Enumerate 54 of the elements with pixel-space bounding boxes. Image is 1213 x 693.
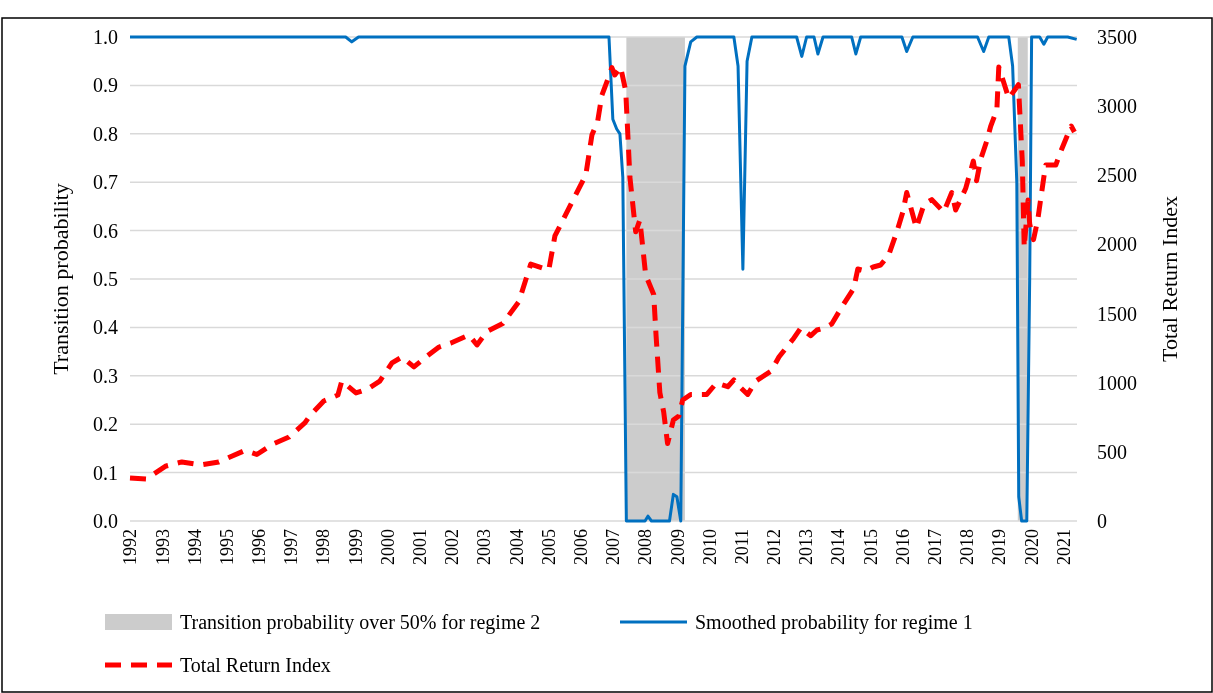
x-tick-label: 2005 [538,529,559,565]
x-tick-label: 2001 [410,529,430,565]
x-tick-label: 1992 [120,529,141,565]
y-tick-label: 0.5 [93,268,118,290]
y-tick-label: 0.0 [93,510,118,532]
x-tick-label: 2011 [731,529,752,565]
x-tick-label: 2004 [506,529,527,565]
x-tick-label: 2018 [957,529,978,565]
y2-tick-label: 3500 [1097,26,1137,48]
x-tick-label: 2013 [796,529,817,565]
legend-label: Smoothed probability for regime 1 [695,611,973,634]
x-tick-label: 2010 [699,529,720,565]
y2-tick-label: 2500 [1097,164,1137,187]
y-tick-label: 0.9 [93,74,118,97]
x-tick-label: 2012 [764,529,785,565]
y2-tick-label: 1000 [1097,371,1137,394]
x-tick-label: 1996 [249,529,270,565]
x-tick-label: 2016 [892,529,913,565]
legend-label: Total Return Index [180,654,331,676]
x-tick-label: 1993 [152,529,173,565]
y-tick-label: 0.3 [93,364,118,387]
y2-axis-title: Total Return Index [1157,196,1182,362]
x-tick-label: 2019 [989,529,1010,565]
x-tick-label: 2020 [1021,529,1042,565]
x-tick-label: 2021 [1053,529,1074,565]
x-tick-label: 1999 [345,529,366,565]
y2-tick-label: 3000 [1097,95,1137,118]
x-tick-label: 2007 [603,529,624,565]
y-tick-label: 0.4 [93,316,118,339]
y2-tick-label: 2000 [1097,233,1137,256]
x-tick-label: 2014 [828,529,849,565]
legend-label: Transition probability over 50% for regime 2 [180,611,541,634]
y2-tick-label: 500 [1097,440,1127,463]
x-tick-label: 2000 [377,529,398,565]
x-tick-label: 2009 [667,529,688,565]
y-tick-label: 1.0 [93,26,118,48]
y-tick-label: 0.2 [93,413,118,436]
x-tick-label: 1994 [184,529,205,565]
x-tick-label: 1995 [216,529,237,565]
y-axis-title: Transition probability [48,183,73,375]
x-tick-label: 2003 [474,529,495,565]
y-tick-label: 0.7 [93,171,118,194]
x-tick-label: 2017 [925,529,946,565]
x-tick-label: 2002 [442,529,463,565]
y-tick-label: 0.6 [93,219,118,242]
x-tick-label: 2015 [860,529,881,565]
x-tick-label: 1998 [313,529,334,565]
y-tick-label: 0.8 [93,122,118,145]
x-tick-label: 2008 [635,529,656,565]
x-tick-label: 1997 [281,529,302,565]
y-tick-label: 0.1 [93,461,118,484]
y2-tick-label: 0 [1097,510,1107,532]
x-tick-label: 2006 [570,529,591,565]
y2-tick-label: 1500 [1097,302,1137,325]
